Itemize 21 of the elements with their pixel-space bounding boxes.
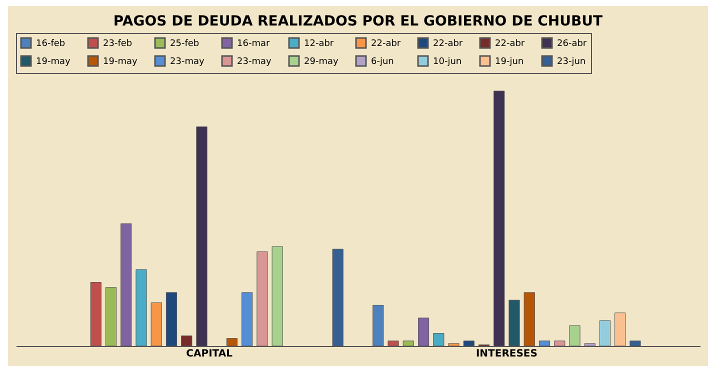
legend-label: 19-may xyxy=(36,57,71,67)
chart-title: PAGOS DE DEUDA REALIZADOS POR EL GOBIERNO DE CHUBUT xyxy=(113,14,604,30)
legend-label: 22-abr xyxy=(433,39,463,49)
x-tick-label: INTERESES xyxy=(476,348,538,360)
legend-label: 26-abr xyxy=(557,39,587,49)
legend-label: 29-may xyxy=(304,57,339,67)
x-tick-label: CAPITAL xyxy=(186,348,234,360)
legend-label: 6-jun xyxy=(371,57,394,67)
legend-label: 16-mar xyxy=(237,39,270,49)
legend-label: 12-abr xyxy=(304,39,334,49)
legend-label: 23-may xyxy=(170,57,205,67)
legend-label: 19-may xyxy=(103,57,138,67)
legend-label: 22-abr xyxy=(495,39,525,49)
legend-label: 23-feb xyxy=(103,39,132,49)
legend-label: 23-jun xyxy=(557,57,586,67)
legend-label: 10-jun xyxy=(433,57,462,67)
legend-label: 19-jun xyxy=(495,57,524,67)
legend-label: 25-feb xyxy=(170,39,200,49)
legend-label: 16-feb xyxy=(36,39,66,49)
legend-label: 23-may xyxy=(237,57,272,67)
legend-label: 22-abr xyxy=(371,39,401,49)
